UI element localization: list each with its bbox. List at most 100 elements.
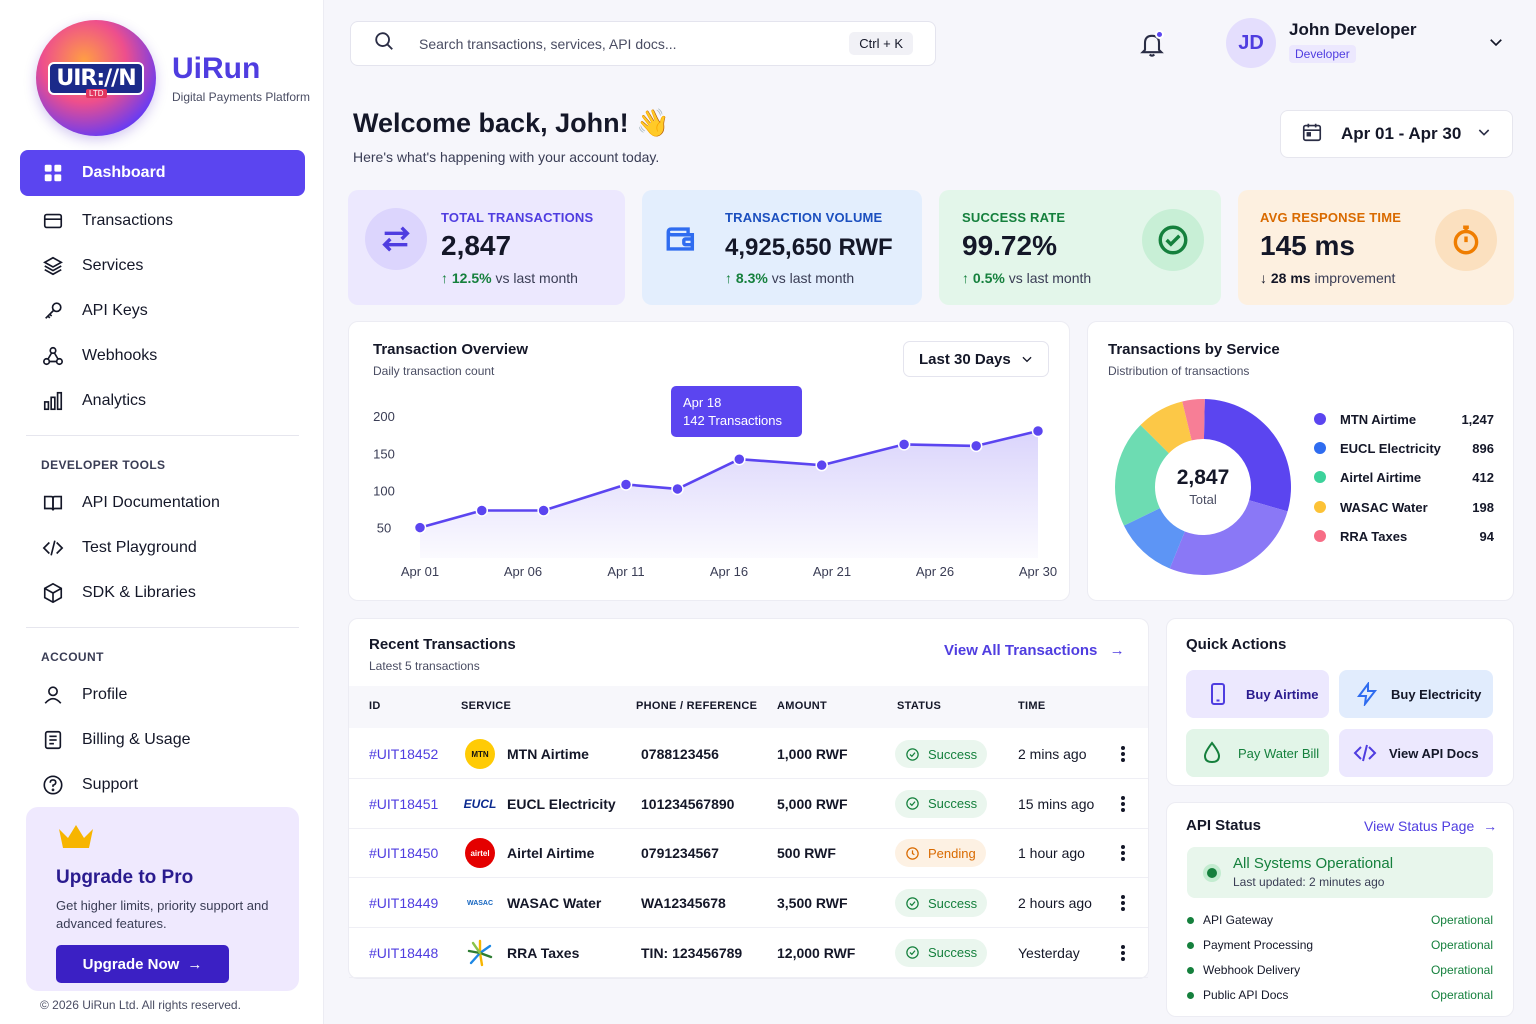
upgrade-card: Upgrade to Pro Get higher limits, priori… xyxy=(26,807,299,991)
donut-slice[interactable] xyxy=(1123,508,1185,569)
buy-electricity-button[interactable]: Buy Electricity xyxy=(1339,670,1493,718)
service-name: Airtel Airtime xyxy=(507,845,595,862)
table-row[interactable]: #UIT18448 RRA Taxes TIN: 123456789 12,00… xyxy=(349,928,1148,978)
sidebar-item-api-documentation[interactable]: API Documentation xyxy=(20,480,305,525)
transaction-id[interactable]: #UIT18450 xyxy=(369,845,439,862)
bar-chart-icon xyxy=(40,388,66,414)
code-icon xyxy=(40,535,66,561)
transaction-id[interactable]: #UIT18449 xyxy=(369,895,439,912)
transaction-id[interactable]: #UIT18448 xyxy=(369,944,439,961)
donut-slice[interactable] xyxy=(1115,425,1169,526)
more-options-icon[interactable] xyxy=(1116,794,1130,814)
sidebar-item-dashboard[interactable]: Dashboard xyxy=(20,150,305,196)
donut-slice[interactable] xyxy=(1182,399,1205,441)
phone-reference: WA12345678 xyxy=(641,895,726,912)
legend-swatch xyxy=(1314,442,1326,454)
time: 2 mins ago xyxy=(1018,746,1087,762)
sidebar-item-services[interactable]: Services xyxy=(20,243,305,288)
sidebar: UIR://N LTD UiRun Digital Payments Platf… xyxy=(0,0,324,1024)
view-all-label: View All Transactions xyxy=(944,642,1098,659)
section-title-account: ACCOUNT xyxy=(41,650,104,664)
chart-point[interactable] xyxy=(815,458,828,472)
table-row[interactable]: #UIT18451 EUCL EUCL Electricity 10123456… xyxy=(349,779,1148,829)
table-row[interactable]: #UIT18452 MTN MTN Airtime 0788123456 1,0… xyxy=(349,729,1148,779)
legend-label: RRA Taxes xyxy=(1340,528,1408,544)
overview-subtitle: Daily transaction count xyxy=(373,364,495,378)
service-logo: EUCL xyxy=(463,796,497,811)
search-input[interactable]: Search transactions, services, API docs.… xyxy=(419,35,677,52)
api-service-status: Operational xyxy=(1430,913,1493,927)
more-options-icon[interactable] xyxy=(1116,893,1130,913)
pay-water-bill-button[interactable]: Pay Water Bill xyxy=(1186,729,1329,777)
search-bar[interactable]: Search transactions, services, API docs.… xyxy=(350,21,936,66)
date-range-picker[interactable]: Apr 01 - Apr 30 xyxy=(1280,110,1513,158)
view-all-transactions-link[interactable]: View All Transactions → xyxy=(944,642,1125,659)
status-text: Success xyxy=(928,895,978,911)
y-tick-label: 200 xyxy=(373,409,395,424)
legend-swatch xyxy=(1314,530,1326,542)
amount: 12,000 RWF xyxy=(777,944,856,961)
user-menu-chevron-down-icon[interactable] xyxy=(1487,33,1505,51)
donut-slice[interactable] xyxy=(1169,500,1288,575)
sidebar-item-webhooks[interactable]: Webhooks xyxy=(20,333,305,378)
donut-slice[interactable] xyxy=(1203,399,1291,512)
sidebar-item-sdk-libraries[interactable]: SDK & Libraries xyxy=(20,570,305,615)
more-options-icon[interactable] xyxy=(1116,843,1130,863)
chart-line xyxy=(419,429,1039,529)
table-row[interactable]: #UIT18449 WASAC WASAC Water WA12345678 3… xyxy=(349,878,1148,929)
check-badge-icon xyxy=(1142,209,1204,271)
chart-point[interactable] xyxy=(413,521,427,534)
status-text: Success xyxy=(928,945,978,961)
more-options-icon[interactable] xyxy=(1116,744,1130,764)
table-header: ID SERVICE PHONE / REFERENCE AMOUNT STAT… xyxy=(349,686,1148,728)
notifications-button[interactable] xyxy=(1138,30,1166,58)
more-options-icon[interactable] xyxy=(1116,943,1130,963)
sidebar-item-label: Services xyxy=(82,256,144,274)
chart-point[interactable] xyxy=(537,504,550,517)
divider xyxy=(26,435,299,436)
wallet-icon xyxy=(650,208,712,270)
upgrade-now-button[interactable]: Upgrade Now → xyxy=(56,945,229,983)
stat-card-avg-response-time: AVG RESPONSE TIME 145 ms ↓ 28 ms improve… xyxy=(1238,190,1514,305)
column-header: AMOUNT xyxy=(777,700,828,712)
range-dropdown[interactable]: Last 30 Days xyxy=(903,341,1049,377)
sidebar-item-api-keys[interactable]: API Keys xyxy=(20,288,305,333)
sidebar-item-test-playground[interactable]: Test Playground xyxy=(20,525,305,570)
chart-point[interactable] xyxy=(733,452,746,466)
service-logo: airtel xyxy=(465,838,495,869)
buy-airtime-button[interactable]: Buy Airtime xyxy=(1186,670,1329,718)
view-status-page-link[interactable]: View Status Page → xyxy=(1364,818,1497,834)
brand[interactable]: UIR://N LTD UiRun Digital Payments Platf… xyxy=(36,20,310,136)
api-service-name: Payment Processing xyxy=(1203,938,1314,952)
user-role-badge: Developer xyxy=(1289,45,1356,63)
api-overall-status: All Systems Operational Last updated: 2 … xyxy=(1187,847,1493,898)
sidebar-item-analytics[interactable]: Analytics xyxy=(20,378,305,423)
view-api-docs-button[interactable]: View API Docs xyxy=(1339,729,1493,777)
copyright: © 2026 UiRun Ltd. All rights reserved. xyxy=(40,998,241,1012)
sidebar-item-support[interactable]: Support xyxy=(20,762,305,807)
chart-point[interactable] xyxy=(671,482,684,496)
sidebar-item-billing[interactable]: Billing & Usage xyxy=(20,717,305,762)
user-name[interactable]: John Developer xyxy=(1289,20,1417,39)
chart-point[interactable] xyxy=(1031,424,1045,438)
chart-point[interactable] xyxy=(475,504,489,517)
amount: 500 RWF xyxy=(777,845,836,862)
chart-point[interactable] xyxy=(969,439,983,453)
logo-ltd: LTD xyxy=(86,89,107,98)
chart-point[interactable] xyxy=(897,438,911,451)
quick-action-label: Buy Airtime xyxy=(1246,686,1319,702)
sidebar-item-transactions[interactable]: Transactions xyxy=(20,198,305,243)
upgrade-button-label: Upgrade Now xyxy=(82,955,180,973)
table-row[interactable]: #UIT18450 airtel Airtel Airtime 07912345… xyxy=(349,828,1148,879)
transaction-id[interactable]: #UIT18451 xyxy=(369,795,439,812)
chart-point[interactable] xyxy=(619,478,633,491)
avatar[interactable]: JD xyxy=(1226,18,1276,68)
quick-action-label: Buy Electricity xyxy=(1391,686,1482,702)
chart-area xyxy=(420,431,1038,558)
legend-value: 94 xyxy=(1479,528,1494,544)
transaction-id[interactable]: #UIT18452 xyxy=(369,746,439,762)
crown-icon xyxy=(56,821,269,855)
receipt-icon xyxy=(40,727,66,753)
sidebar-item-profile[interactable]: Profile xyxy=(20,672,305,717)
donut-slice[interactable] xyxy=(1140,401,1192,454)
